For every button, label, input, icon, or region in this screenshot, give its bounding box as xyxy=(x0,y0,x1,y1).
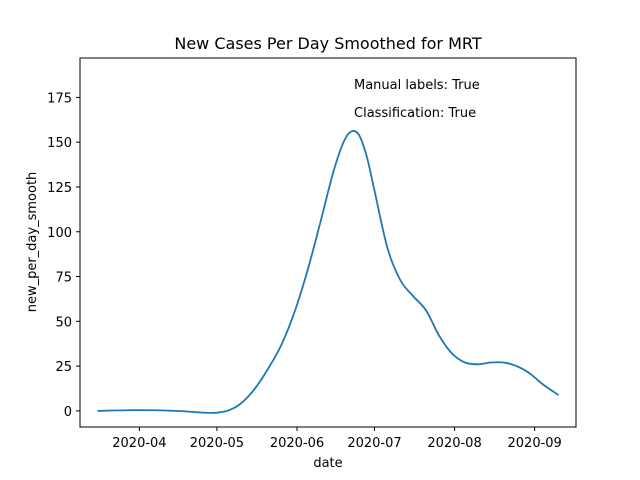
plot-frame xyxy=(79,57,577,428)
y-tick-label: 100 xyxy=(47,226,72,241)
x-tick-label: 2020-09 xyxy=(508,436,562,451)
y-tick-label: 175 xyxy=(47,91,72,106)
x-tick-label: 2020-05 xyxy=(190,436,244,451)
x-axis-label: date xyxy=(313,456,342,471)
plot-area xyxy=(80,58,576,427)
y-axis-label: new_per_day_smooth xyxy=(25,172,40,313)
annotation-classification: Classification: True xyxy=(354,106,476,121)
x-tick-label: 2020-07 xyxy=(347,436,401,451)
chart-title: New Cases Per Day Smoothed for MRT xyxy=(174,34,481,53)
y-tick-label: 125 xyxy=(47,181,72,196)
x-tick-label: 2020-06 xyxy=(270,436,324,451)
x-tick-label: 2020-08 xyxy=(427,436,481,451)
annotation-manual-labels: Manual labels: True xyxy=(354,78,480,93)
y-tick-label: 150 xyxy=(47,136,72,151)
y-tick-label: 25 xyxy=(55,360,72,375)
series-line xyxy=(97,130,559,414)
axis-ticks: 0 25 50 75 100 125 150 175 2020-04 2020-05 2020-06… xyxy=(47,91,562,451)
y-tick-label: 0 xyxy=(64,405,72,420)
x-tick-label: 2020-04 xyxy=(112,436,166,451)
y-tick-label: 50 xyxy=(55,315,72,330)
y-tick-label: 75 xyxy=(55,271,72,286)
